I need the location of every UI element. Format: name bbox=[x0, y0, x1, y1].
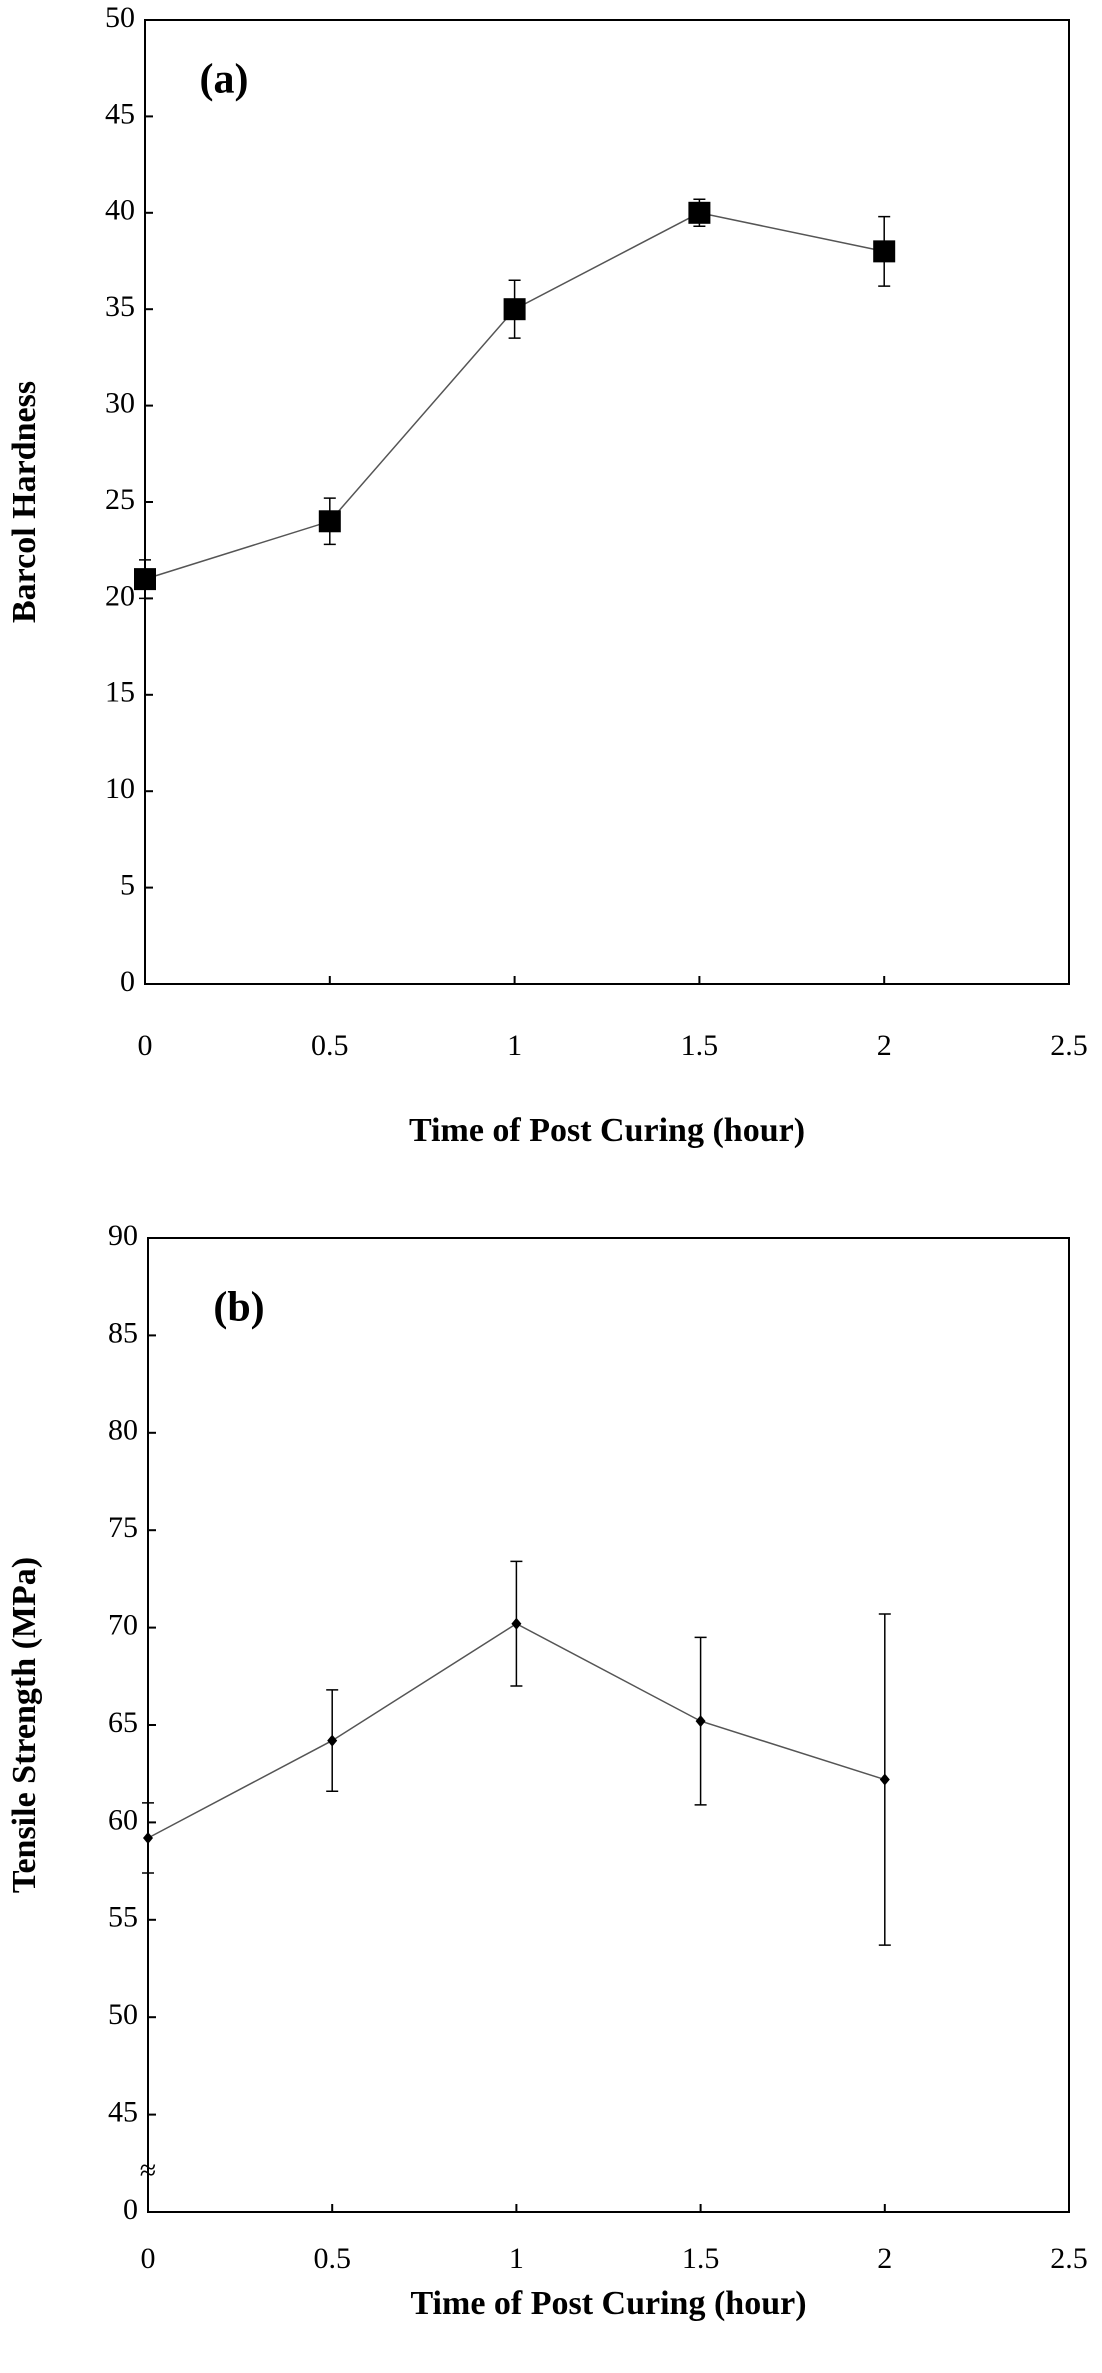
y-tick-label: 90 bbox=[108, 1219, 138, 1252]
y-tick-label: 45 bbox=[105, 97, 135, 130]
plot-frame bbox=[147, 1237, 1070, 2213]
y-tick-label: 50 bbox=[108, 1998, 138, 2031]
x-axis-title: Time of Post Curing (hour) bbox=[410, 2285, 806, 2322]
x-tick-label: 2 bbox=[877, 1029, 892, 1062]
y-tick-label: 85 bbox=[108, 1316, 138, 1349]
y-tick-label: 15 bbox=[105, 676, 135, 709]
panel-label: (a) bbox=[200, 57, 249, 103]
x-tick-label: 2 bbox=[877, 2242, 892, 2275]
y-tick-label: 80 bbox=[108, 1414, 138, 1447]
y-tick-label: 45 bbox=[108, 2095, 138, 2128]
y-tick-label: 75 bbox=[108, 1511, 138, 1544]
y-tick-label: 40 bbox=[105, 194, 135, 227]
y-tick-label: 55 bbox=[108, 1901, 138, 1934]
y-tick-label: 5 bbox=[120, 868, 135, 901]
y-tick-label: 10 bbox=[105, 772, 135, 805]
y-tick-label: 60 bbox=[108, 1803, 138, 1836]
marker bbox=[327, 1734, 338, 1747]
panel-label: (b) bbox=[213, 1285, 264, 1331]
marker bbox=[873, 240, 896, 263]
x-tick-label: 1.5 bbox=[681, 1029, 719, 1062]
marker bbox=[511, 1617, 522, 1630]
y-tick-label: 25 bbox=[105, 483, 135, 516]
x-tick-label: 2.5 bbox=[1050, 1029, 1088, 1062]
y-tick-label: 0 bbox=[120, 965, 135, 998]
y-tick-label: 50 bbox=[105, 1, 135, 34]
y-tick-label: 0 bbox=[123, 2193, 138, 2226]
marker bbox=[695, 1715, 706, 1728]
marker bbox=[143, 1831, 153, 1844]
x-tick-label: 1 bbox=[509, 2242, 524, 2275]
x-axis-title: Time of Post Curing (hour) bbox=[409, 1112, 805, 1149]
x-tick-label: 0.5 bbox=[313, 2242, 351, 2275]
x-tick-label: 2.5 bbox=[1050, 2242, 1088, 2275]
y-tick-label: 65 bbox=[108, 1706, 138, 1739]
data-line bbox=[144, 212, 885, 580]
y-tick-label: 20 bbox=[105, 579, 135, 612]
y-tick-label: 70 bbox=[108, 1608, 138, 1641]
y-axis-title: Barcol Hardness bbox=[6, 381, 43, 623]
axis-break: ≈ bbox=[140, 2154, 156, 2187]
x-tick-label: 1 bbox=[507, 1029, 522, 1062]
marker bbox=[503, 298, 526, 321]
plot-frame bbox=[144, 19, 1070, 985]
x-tick-label: 1.5 bbox=[682, 2242, 720, 2275]
x-tick-label: 0 bbox=[141, 2242, 156, 2275]
y-axis-title: Tensile Strength (MPa) bbox=[6, 1557, 43, 1893]
marker bbox=[318, 510, 341, 533]
marker bbox=[688, 201, 711, 224]
marker bbox=[134, 568, 156, 591]
x-tick-label: 0 bbox=[138, 1029, 153, 1062]
x-tick-label: 0.5 bbox=[311, 1029, 349, 1062]
y-tick-label: 35 bbox=[105, 290, 135, 323]
marker bbox=[879, 1773, 890, 1786]
y-tick-label: 30 bbox=[105, 386, 135, 419]
